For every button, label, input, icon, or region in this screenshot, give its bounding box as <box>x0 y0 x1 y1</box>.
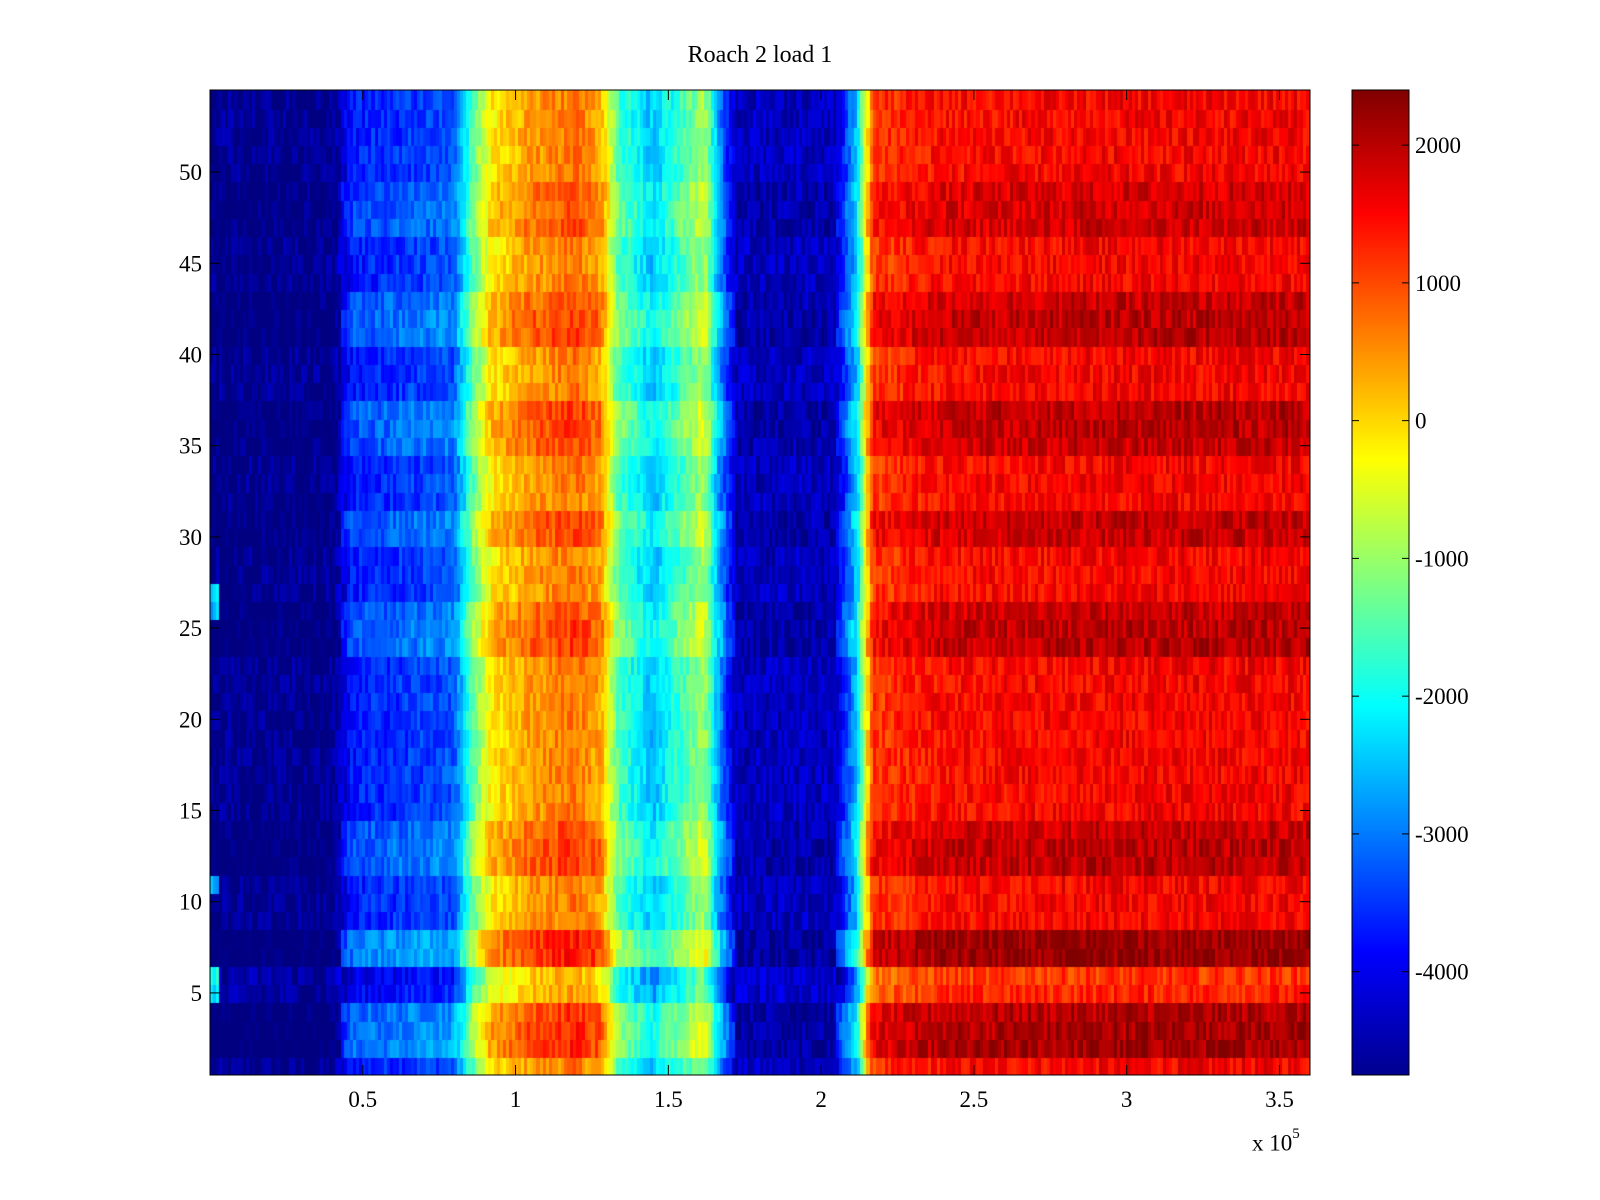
x-tick-label: 0.5 <box>348 1087 377 1112</box>
x-tick-label: 2 <box>815 1087 827 1112</box>
plot-area <box>210 90 1310 1075</box>
y-tick-label: 35 <box>179 434 202 459</box>
y-tick-label: 20 <box>179 707 202 732</box>
x-tick-label: 3 <box>1121 1087 1133 1112</box>
y-tick-label: 25 <box>179 616 202 641</box>
chart-title: Roach 2 load 1 <box>687 42 833 68</box>
colorbar <box>1351 89 1410 1076</box>
colorbar-tick-label: 1000 <box>1415 271 1461 296</box>
y-axis: 5 10 15 20 25 30 35 40 45 50 <box>179 160 1310 1006</box>
y-tick-label: 15 <box>179 799 202 824</box>
x-multiplier-exponent: 5 <box>1292 1126 1300 1142</box>
y-tick-label: 50 <box>179 160 202 185</box>
plot-frame <box>209 89 1311 1076</box>
colorbar-axis: -4000 -3000 -2000 -1000 0 1000 2000 <box>1352 133 1469 985</box>
y-tick-label: 30 <box>179 525 202 550</box>
x-tick-label: 1.5 <box>654 1087 683 1112</box>
y-tick-label: 10 <box>179 890 202 915</box>
x-multiplier-label: x 105 <box>1252 1126 1300 1156</box>
y-tick-label: 40 <box>179 342 202 367</box>
y-tick-label: 5 <box>191 981 203 1006</box>
x-tick-label: 3.5 <box>1265 1087 1294 1112</box>
colorbar-tick-label: -4000 <box>1415 960 1469 985</box>
x-tick-label: 2.5 <box>960 1087 989 1112</box>
x-tick-label: 1 <box>510 1087 522 1112</box>
heatmap-image <box>210 90 1310 1075</box>
colorbar-tick-label: 0 <box>1415 409 1427 434</box>
y-tick-label: 45 <box>179 251 202 276</box>
colorbar-tick-label: 2000 <box>1415 133 1461 158</box>
colorbar-tick-label: -2000 <box>1415 684 1469 709</box>
colorbar-tick-label: -1000 <box>1415 546 1469 571</box>
colorbar-tick-label: -3000 <box>1415 822 1469 847</box>
x-axis: 0.5 1 1.5 2 2.5 3 3.5 <box>348 90 1294 1112</box>
